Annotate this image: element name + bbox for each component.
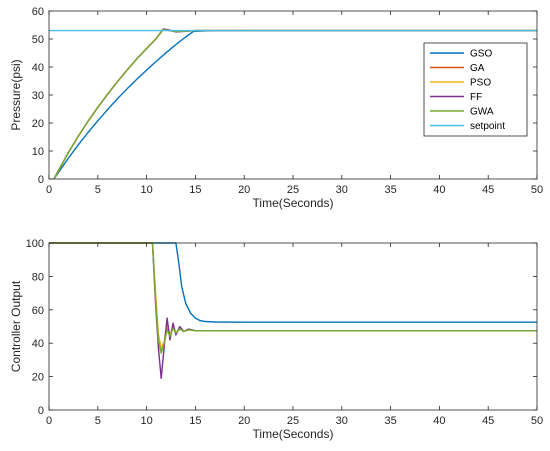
y-tick-label: 60 bbox=[32, 6, 44, 18]
controller-output-plot: 0 5 10 15 20 25 30 35 40 45 50 0 20 40 60 80 100 Time(Sec… bbox=[9, 238, 543, 441]
x-tick-label: 45 bbox=[482, 415, 494, 427]
legend-entry-gwa: GWA bbox=[470, 107, 494, 118]
legend-entry-pso: PSO bbox=[470, 78, 491, 89]
x-tick-label: 15 bbox=[189, 184, 201, 196]
y-axis-label: Controller Output bbox=[9, 280, 23, 372]
x-tick-label: 25 bbox=[287, 415, 299, 427]
y-tick-label: 80 bbox=[32, 271, 44, 283]
y-tick-label: 60 bbox=[32, 305, 44, 317]
x-tick-label: 35 bbox=[384, 415, 396, 427]
x-tick-label: 50 bbox=[531, 415, 543, 427]
y-tick-label: 30 bbox=[32, 90, 44, 102]
x-tick-label: 0 bbox=[46, 184, 52, 196]
y-tick-label: 100 bbox=[26, 238, 44, 250]
x-axis-label: Time(Seconds) bbox=[253, 427, 334, 441]
x-tick-label: 20 bbox=[238, 415, 250, 427]
y-tick-label: 40 bbox=[32, 62, 44, 74]
legend-entry-setpoint: setpoint bbox=[470, 121, 505, 132]
x-tick-label: 40 bbox=[433, 184, 445, 196]
x-tick-label: 25 bbox=[287, 184, 299, 196]
y-tick-label: 40 bbox=[32, 338, 44, 350]
x-tick-label: 35 bbox=[384, 184, 396, 196]
x-tick-label: 15 bbox=[189, 415, 201, 427]
legend: GSO GA PSO FF GWA setpoint bbox=[423, 42, 528, 137]
y-tick-label: 20 bbox=[32, 372, 44, 384]
y-tick-label: 10 bbox=[32, 146, 44, 158]
series-lines bbox=[49, 28, 537, 179]
x-tick-label: 10 bbox=[140, 184, 152, 196]
pressure-plot: 0 5 10 15 20 25 30 35 40 45 50 0 10 20 30 40 50 60 Time(Se… bbox=[9, 6, 543, 210]
x-tick-label: 5 bbox=[95, 184, 101, 196]
series-lines bbox=[49, 242, 537, 379]
plot-area bbox=[49, 243, 537, 410]
legend-entry-ff: FF bbox=[470, 92, 482, 103]
x-tick-label: 5 bbox=[95, 415, 101, 427]
x-tick-label: 0 bbox=[46, 415, 52, 427]
y-tick-label: 0 bbox=[38, 174, 44, 186]
x-tick-label: 20 bbox=[238, 184, 250, 196]
y-tick-label: 0 bbox=[38, 405, 44, 417]
series-line-gso bbox=[49, 242, 537, 323]
legend-entry-gso: GSO bbox=[470, 49, 492, 60]
x-tick-label: 30 bbox=[336, 184, 348, 196]
x-axis-label: Time(Seconds) bbox=[253, 196, 334, 210]
y-tick-label: 20 bbox=[32, 118, 44, 130]
y-tick-label: 50 bbox=[32, 34, 44, 46]
series-line-gwa bbox=[49, 242, 537, 354]
x-tick-label: 30 bbox=[336, 415, 348, 427]
x-tick-label: 10 bbox=[140, 415, 152, 427]
x-tick-label: 40 bbox=[433, 415, 445, 427]
legend-box bbox=[423, 42, 528, 137]
x-tick-label: 50 bbox=[531, 184, 543, 196]
legend-entry-ga: GA bbox=[470, 63, 485, 74]
x-tick-label: 45 bbox=[482, 184, 494, 196]
y-axis-label: Pressure(psi) bbox=[9, 59, 23, 130]
